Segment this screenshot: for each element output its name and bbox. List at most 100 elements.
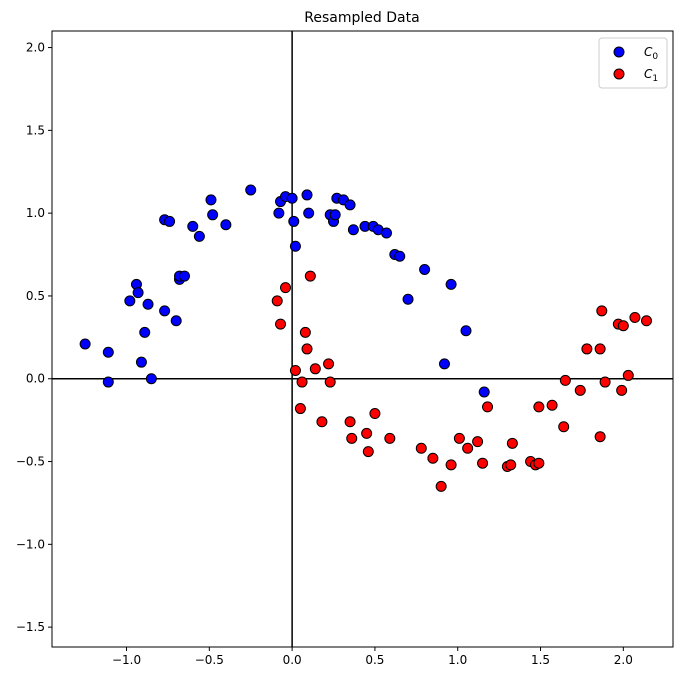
y-tick-label: −0.5 <box>16 455 45 469</box>
point-C0-29 <box>301 189 313 201</box>
point-C1-27 <box>482 401 494 413</box>
point-C1-7 <box>301 343 313 355</box>
point-C0-26 <box>286 192 298 204</box>
point-C0-46 <box>438 358 450 370</box>
point-C1-18 <box>384 432 396 444</box>
point-C0-12 <box>164 215 176 227</box>
plot-area: −1.0 −0.5 0.0 0.5 1.0 1.5 2.0 −1.5 −1.0 −0.5 0.0 0.… <box>16 30 674 667</box>
point-C0-43 <box>394 250 406 262</box>
plot-frame <box>51 30 674 648</box>
point-C1-2 <box>279 282 291 294</box>
legend-label-C1: C1 <box>644 67 658 84</box>
point-C1-13 <box>344 416 356 428</box>
point-C0-9 <box>145 373 157 385</box>
legend-marker-C1 <box>613 68 625 80</box>
point-C1-45 <box>616 384 628 396</box>
y-tick-label: 1.5 <box>26 123 45 137</box>
point-C1-24 <box>462 442 474 454</box>
point-C0-2 <box>102 376 114 388</box>
point-C0-47 <box>445 278 457 290</box>
point-C0-7 <box>139 326 151 338</box>
point-C0-28 <box>289 240 301 252</box>
point-C0-0 <box>79 338 91 350</box>
point-C1-46 <box>617 320 629 332</box>
series-C1 <box>271 270 653 492</box>
point-C1-15 <box>361 427 373 439</box>
x-tick-label: 0.0 <box>283 653 302 667</box>
point-C0-13 <box>170 315 182 327</box>
y-tick-label: −1.5 <box>16 620 45 634</box>
point-C0-8 <box>142 298 154 310</box>
point-C1-41 <box>594 431 606 443</box>
y-tick-label: 2.0 <box>26 41 45 55</box>
point-C0-36 <box>344 199 356 211</box>
point-C1-21 <box>435 480 447 492</box>
point-C0-19 <box>205 194 217 206</box>
point-C0-20 <box>207 209 219 221</box>
point-C0-3 <box>124 295 136 307</box>
x-tick-label: −0.5 <box>195 653 224 667</box>
x-tick-label: 1.5 <box>531 653 550 667</box>
point-C0-5 <box>132 287 144 299</box>
point-C0-23 <box>273 207 285 219</box>
point-C1-16 <box>362 446 374 458</box>
point-C1-26 <box>477 457 489 469</box>
x-tick-label: 0.5 <box>365 653 384 667</box>
point-C0-30 <box>303 207 315 219</box>
point-C0-37 <box>347 224 359 236</box>
point-C0-11 <box>159 305 171 317</box>
point-C0-18 <box>193 230 205 242</box>
point-C1-37 <box>559 374 571 386</box>
point-C0-33 <box>329 209 341 221</box>
point-C1-23 <box>453 432 465 444</box>
point-C1-3 <box>289 364 301 376</box>
point-C1-22 <box>445 459 457 471</box>
point-C1-40 <box>594 343 606 355</box>
point-C1-48 <box>629 311 641 323</box>
legend-marker-C0 <box>613 46 625 58</box>
point-C0-1 <box>102 346 114 358</box>
point-C0-49 <box>478 386 490 398</box>
point-C1-39 <box>581 343 593 355</box>
point-C1-34 <box>533 401 545 413</box>
point-C0-45 <box>419 263 431 275</box>
point-C1-0 <box>271 295 283 307</box>
x-tick-label: 2.0 <box>614 653 633 667</box>
point-C0-17 <box>187 220 199 232</box>
point-C1-29 <box>505 459 517 471</box>
x-tick-label: −1.0 <box>112 653 141 667</box>
point-C1-17 <box>369 408 381 420</box>
point-C1-5 <box>296 376 308 388</box>
legend-label-C0: C0 <box>644 45 658 62</box>
point-C1-20 <box>427 452 439 464</box>
point-C0-48 <box>460 325 472 337</box>
point-C1-6 <box>299 326 311 338</box>
x-tick-label: 1.0 <box>448 653 467 667</box>
point-C1-35 <box>546 399 558 411</box>
point-C1-47 <box>622 369 634 381</box>
point-C0-16 <box>178 270 190 282</box>
point-C0-44 <box>402 293 414 305</box>
point-C1-38 <box>574 384 586 396</box>
point-C1-42 <box>596 305 608 317</box>
point-C1-11 <box>323 358 335 370</box>
point-C0-27 <box>288 215 300 227</box>
point-C1-9 <box>309 363 321 375</box>
point-C1-10 <box>316 416 328 428</box>
chart-title: Resampled Data <box>304 10 419 26</box>
point-C1-14 <box>346 432 358 444</box>
point-C1-33 <box>533 457 545 469</box>
y-tick-label: 0.0 <box>26 372 45 386</box>
point-C1-8 <box>304 270 316 282</box>
point-C0-22 <box>245 184 257 196</box>
series-C0 <box>79 184 490 398</box>
y-tick-label: 0.5 <box>26 289 45 303</box>
point-C1-19 <box>415 442 427 454</box>
point-C1-30 <box>506 437 518 449</box>
point-C0-21 <box>220 219 232 231</box>
point-C0-6 <box>135 356 147 368</box>
point-C1-43 <box>599 376 611 388</box>
y-tick-label: 1.0 <box>26 206 45 220</box>
